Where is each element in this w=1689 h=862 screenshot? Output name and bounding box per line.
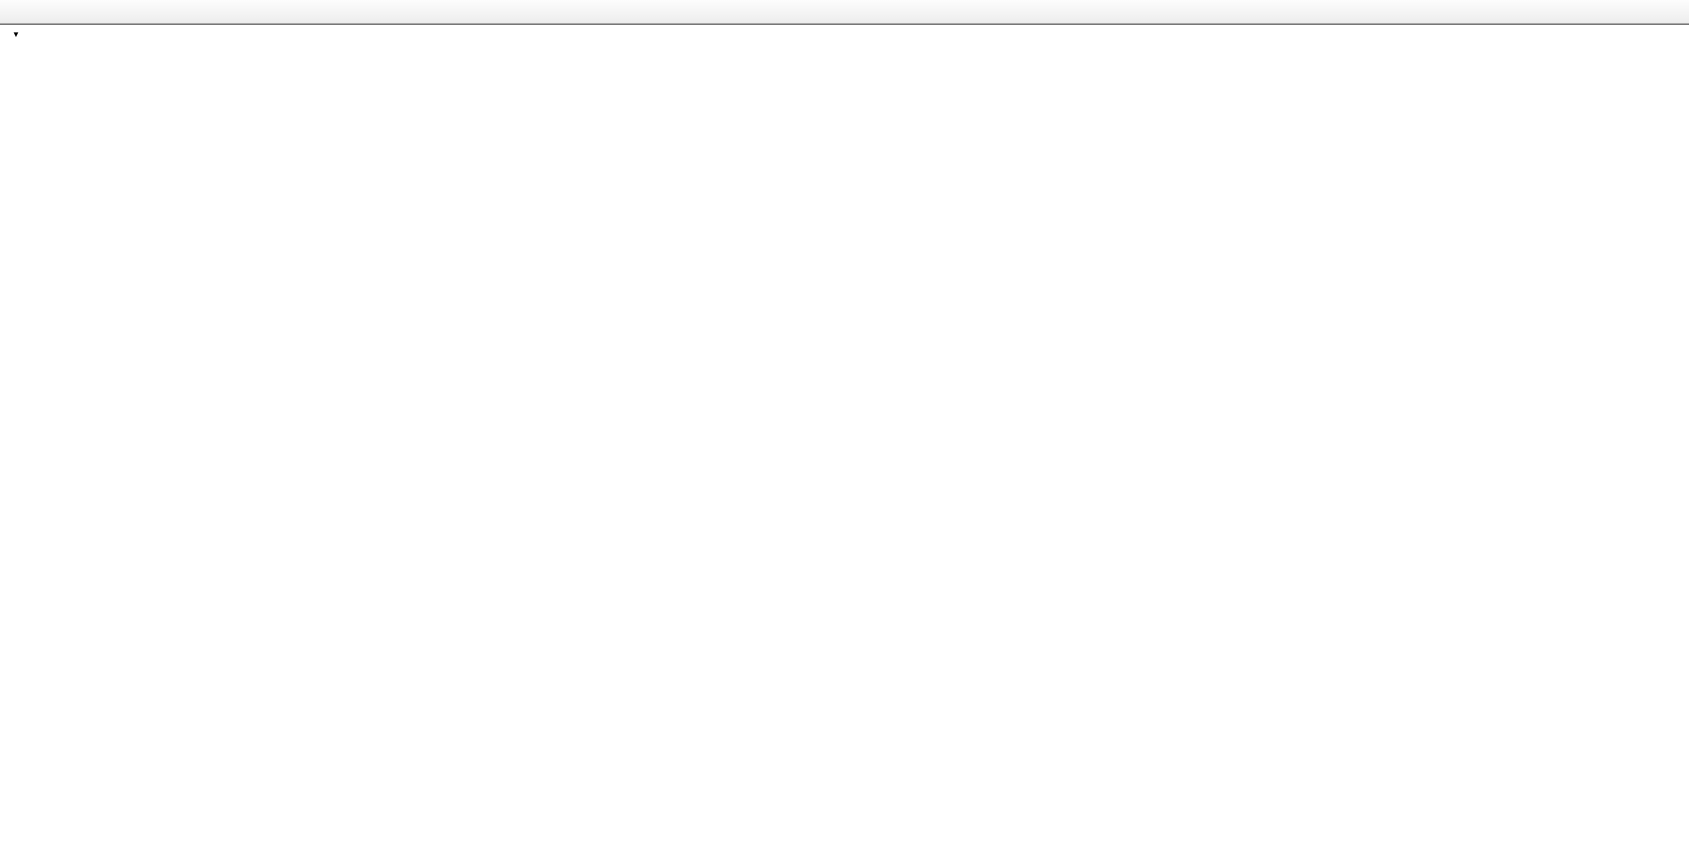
chart-title: ▼ (12, 29, 30, 41)
chart-window[interactable]: ▼ (0, 24, 1689, 862)
main-toolbar (0, 0, 1689, 24)
chart-dropdown-icon[interactable]: ▼ (12, 30, 20, 39)
chart-canvas[interactable] (0, 25, 1689, 862)
